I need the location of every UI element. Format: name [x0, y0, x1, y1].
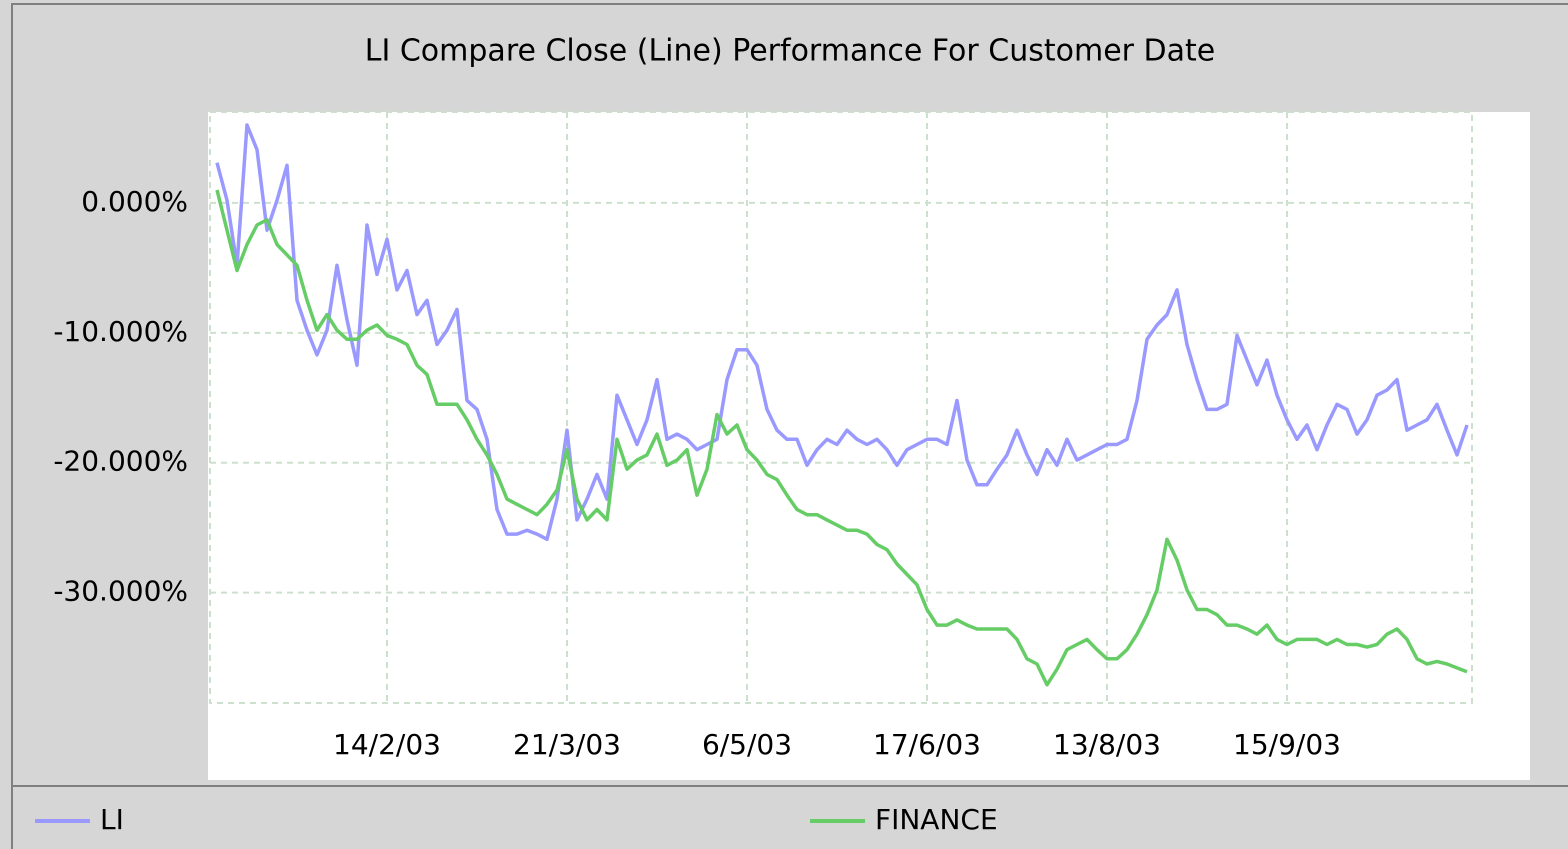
y-tick-label: -30.000% — [53, 575, 188, 608]
chart-title: LI Compare Close (Line) Performance For … — [365, 34, 1215, 69]
x-tick-label: 13/8/03 — [1053, 728, 1161, 761]
plot-background — [208, 112, 1530, 780]
x-tick-label: 21/3/03 — [513, 728, 621, 761]
y-tick-label: 0.000% — [81, 185, 188, 218]
legend-label: LI — [100, 803, 124, 836]
y-tick-label: -20.000% — [53, 445, 188, 478]
legend-label: FINANCE — [875, 803, 998, 836]
x-tick-label: 14/2/03 — [333, 728, 441, 761]
x-tick-label: 6/5/03 — [702, 728, 792, 761]
y-tick-label: -10.000% — [53, 315, 188, 348]
x-tick-label: 15/9/03 — [1233, 728, 1341, 761]
x-tick-label: 17/6/03 — [873, 728, 981, 761]
page: LI Compare Close (Line) Performance For … — [0, 0, 1568, 849]
chart: LI Compare Close (Line) Performance For … — [0, 0, 1568, 849]
